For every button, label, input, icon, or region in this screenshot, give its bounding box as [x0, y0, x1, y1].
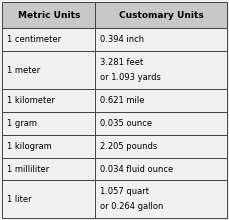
- Bar: [2, 89, 95, 112]
- Text: Metric Units: Metric Units: [18, 11, 80, 20]
- Text: 2.205 pounds: 2.205 pounds: [101, 142, 158, 150]
- Text: 1 liter: 1 liter: [7, 195, 32, 204]
- Bar: [95, 28, 227, 51]
- Bar: [2, 135, 95, 158]
- Bar: [95, 158, 227, 180]
- Text: 1 kilogram: 1 kilogram: [7, 142, 52, 150]
- Text: 1 centimeter: 1 centimeter: [7, 35, 61, 44]
- Bar: [95, 112, 227, 135]
- Bar: [2, 28, 95, 51]
- Text: 1 gram: 1 gram: [7, 119, 37, 128]
- Bar: [95, 2, 227, 28]
- Text: 0.621 mile: 0.621 mile: [101, 96, 145, 105]
- Text: 1 kilometer: 1 kilometer: [7, 96, 55, 105]
- Text: 0.034 fluid ounce: 0.034 fluid ounce: [101, 165, 174, 174]
- Text: 1.057 quart: 1.057 quart: [101, 187, 150, 196]
- Bar: [95, 51, 227, 89]
- Text: Customary Units: Customary Units: [119, 11, 203, 20]
- Bar: [2, 158, 95, 180]
- Text: 1 meter: 1 meter: [7, 66, 41, 75]
- Bar: [2, 112, 95, 135]
- Text: or 0.264 gallon: or 0.264 gallon: [101, 202, 164, 211]
- Bar: [2, 2, 95, 28]
- Text: 0.394 inch: 0.394 inch: [101, 35, 144, 44]
- Bar: [2, 51, 95, 89]
- Bar: [2, 180, 95, 218]
- Text: 3.281 feet: 3.281 feet: [101, 58, 144, 67]
- Text: 0.035 ounce: 0.035 ounce: [101, 119, 153, 128]
- Bar: [95, 180, 227, 218]
- Text: 1 milliliter: 1 milliliter: [7, 165, 49, 174]
- Text: or 1.093 yards: or 1.093 yards: [101, 73, 161, 82]
- Bar: [95, 135, 227, 158]
- Bar: [95, 89, 227, 112]
